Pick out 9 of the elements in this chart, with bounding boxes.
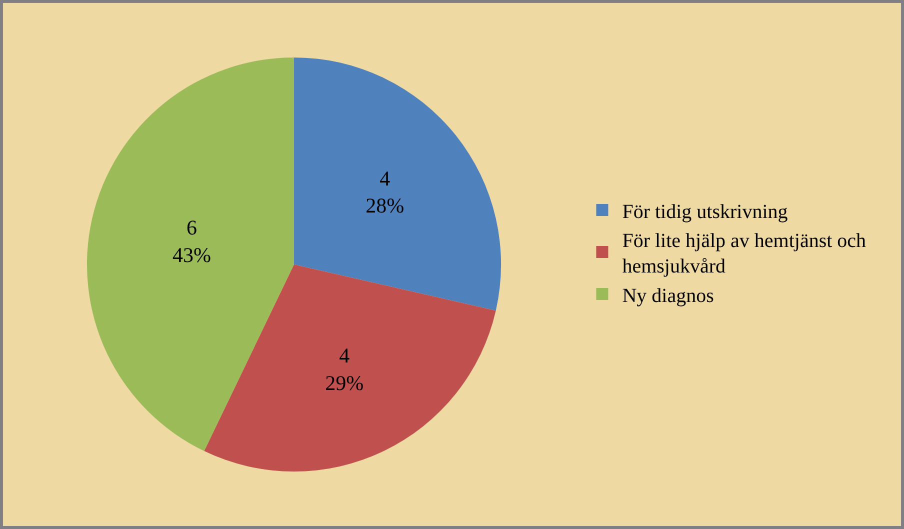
pie-slice: [204, 264, 496, 472]
legend-label: Ny diagnos: [622, 284, 714, 307]
legend-label: För lite hjälp av hemtjänst och hemsjukvård: [622, 230, 866, 278]
pie-slice: [294, 57, 501, 311]
pie-slice: [87, 57, 294, 452]
legend-label: För tidig utskrivning: [622, 200, 788, 223]
data-label: 6 43%: [172, 216, 212, 267]
data-label: 4 29%: [325, 344, 364, 395]
data-label: 4 28%: [366, 166, 404, 218]
